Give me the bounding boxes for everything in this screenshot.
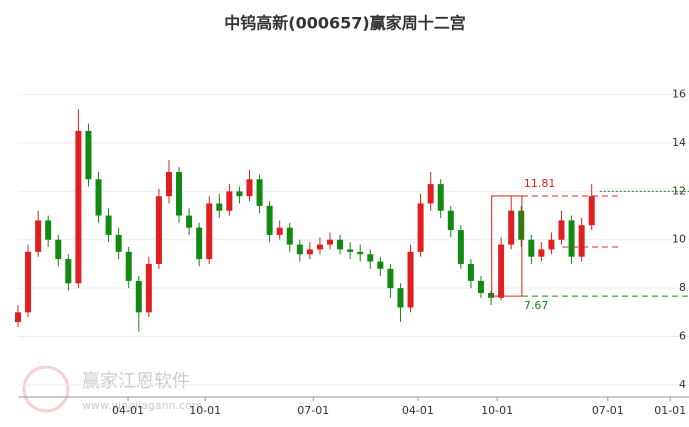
- candle-body: [578, 225, 585, 257]
- y-tick-label: 8: [679, 281, 686, 294]
- candle-body: [15, 312, 21, 323]
- candle-body: [155, 196, 162, 264]
- candle-body: [316, 244, 323, 250]
- candle-body: [518, 210, 525, 240]
- y-tick-label: 12: [672, 184, 686, 197]
- candle-body: [286, 227, 293, 245]
- candle-body: [165, 172, 172, 197]
- watermark-text: 赢家江恩软件: [82, 370, 190, 392]
- candle-body: [216, 203, 223, 211]
- candle-body: [95, 179, 102, 216]
- candle-body: [427, 184, 434, 204]
- candle-body: [145, 263, 152, 313]
- y-tick-label: 6: [679, 330, 686, 343]
- candle-body: [437, 184, 444, 211]
- candle-body: [357, 251, 364, 255]
- x-tick-label: 10-01: [189, 404, 221, 417]
- y-tick-label: 14: [672, 136, 686, 149]
- level-label: 11.81: [524, 177, 556, 190]
- x-tick-label: 07-01: [297, 404, 329, 417]
- x-tick-label: 04-01: [402, 404, 434, 417]
- y-tick-label: 16: [672, 88, 686, 101]
- candle-body: [296, 244, 303, 255]
- candle-body: [35, 220, 42, 252]
- candle-body: [528, 239, 535, 257]
- candle-body: [186, 215, 193, 228]
- range-box: [491, 195, 523, 297]
- candle-body: [105, 215, 112, 235]
- candle-body: [327, 239, 334, 245]
- candle-body: [196, 227, 203, 260]
- candle-body: [548, 239, 555, 250]
- x-tick-label: 07-01: [592, 404, 624, 417]
- candle-body: [25, 251, 32, 313]
- y-tick-label: 10: [672, 233, 686, 246]
- candle-body: [447, 210, 454, 231]
- candle-body: [125, 251, 132, 281]
- candle-body: [135, 280, 142, 313]
- candle-body: [538, 249, 545, 257]
- candle-body: [176, 172, 183, 216]
- candle-body: [85, 130, 92, 180]
- candle-body: [467, 263, 474, 281]
- candle-body: [558, 220, 565, 240]
- candle-body: [498, 244, 505, 298]
- x-tick-label: 04-01: [112, 404, 144, 417]
- candle-body: [55, 239, 62, 260]
- y-tick-label: 4: [679, 378, 686, 391]
- candle-body: [45, 220, 52, 240]
- candle-body: [256, 179, 263, 206]
- candle-body: [377, 261, 384, 269]
- candle-body: [246, 179, 253, 197]
- candle-body: [75, 130, 82, 284]
- candle-body: [236, 191, 243, 197]
- candle-body: [306, 249, 313, 255]
- candle-body: [588, 196, 595, 226]
- watermark-logo: [22, 365, 70, 413]
- x-tick-label: 10-01: [481, 404, 513, 417]
- level-label: 7.67: [524, 299, 549, 312]
- candle-body: [407, 251, 414, 308]
- x-tick-label: 01-01: [654, 404, 686, 417]
- candle-body: [387, 268, 394, 289]
- candle-body: [347, 249, 354, 252]
- candle-body: [65, 259, 72, 284]
- candle-body: [276, 227, 283, 235]
- candle-body: [337, 239, 344, 250]
- candle-body: [417, 203, 424, 252]
- candle-body: [226, 191, 233, 211]
- candle-body: [206, 203, 213, 260]
- candle-body: [457, 230, 464, 264]
- watermark-url: www.yingjiagann.com: [82, 399, 203, 412]
- candle-body: [367, 254, 374, 262]
- candle-body: [477, 280, 484, 293]
- candle-body: [508, 210, 515, 245]
- candle-body: [488, 292, 495, 298]
- candle-body: [397, 288, 404, 308]
- candle-body: [568, 220, 575, 257]
- candle-body: [115, 234, 122, 252]
- chart-title: 中钨高新(000657)赢家周十二宫: [224, 14, 465, 33]
- candle-body: [266, 205, 273, 235]
